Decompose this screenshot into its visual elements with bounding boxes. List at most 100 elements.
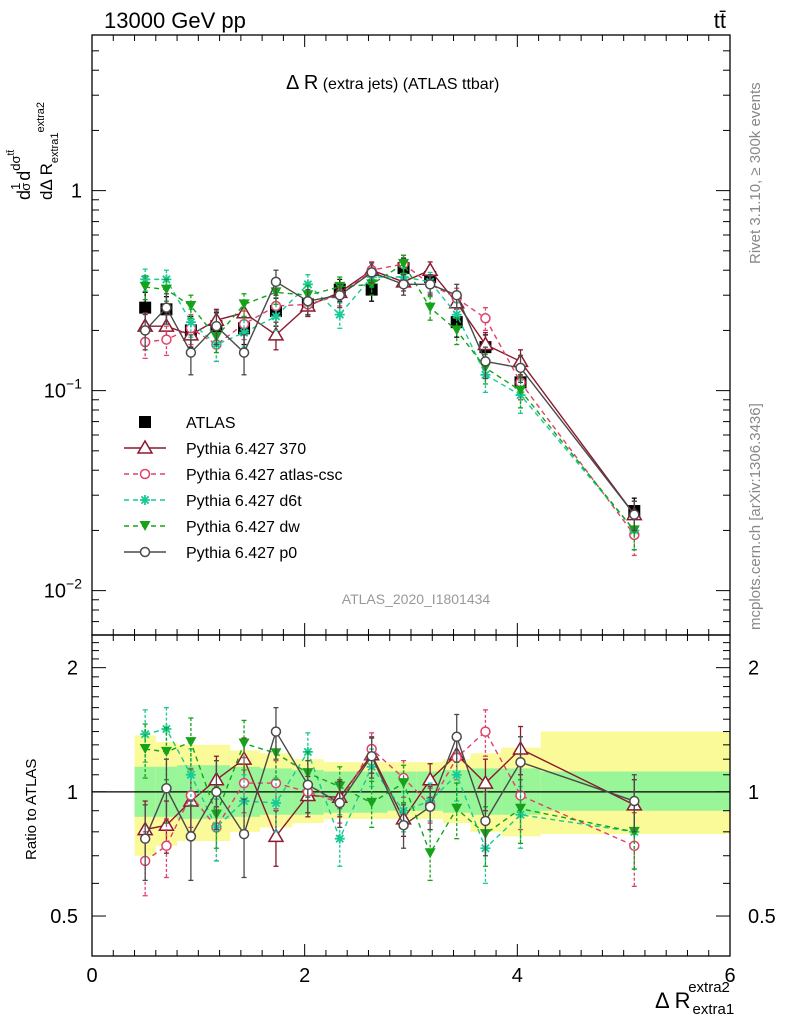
ratio-y-tick-label-right: 2 bbox=[748, 658, 759, 680]
legend-item-p370: Pythia 6.427 370 bbox=[124, 439, 306, 458]
data-point bbox=[451, 289, 462, 301]
legend-marker bbox=[140, 495, 150, 505]
series-p0 bbox=[139, 262, 640, 532]
data-point bbox=[185, 831, 197, 842]
legend-item-d6t: Pythia 6.427 d6t bbox=[124, 493, 302, 510]
data-point bbox=[515, 756, 526, 768]
y-tick-label: 10−1 bbox=[44, 376, 82, 403]
legend-label: Pythia 6.427 d6t bbox=[186, 493, 302, 510]
data-point bbox=[211, 786, 222, 798]
series-line-dw bbox=[145, 262, 635, 531]
y-tick-label: 1 bbox=[71, 181, 82, 203]
x-tick-label: 0 bbox=[86, 965, 97, 987]
data-point bbox=[451, 731, 462, 743]
data-point bbox=[161, 334, 172, 345]
series-line-d6t bbox=[145, 276, 635, 531]
data-point bbox=[424, 801, 436, 813]
ratio-y-tick-label-right: 1 bbox=[748, 782, 759, 804]
legend-item-p0: Pythia 6.427 p0 bbox=[124, 545, 297, 562]
data-point bbox=[160, 284, 172, 295]
data-point bbox=[515, 803, 527, 814]
data-point bbox=[424, 279, 436, 290]
data-point bbox=[366, 797, 378, 808]
data-point bbox=[424, 302, 436, 313]
ratio-ylabel: Ratio to ATLAS bbox=[23, 759, 40, 860]
data-point bbox=[515, 385, 527, 396]
data-point bbox=[139, 325, 151, 336]
analysis-id: ATLAS_2020_I1801434 bbox=[342, 591, 491, 607]
legend-label: Pythia 6.427 atlas-csc bbox=[186, 467, 343, 484]
series-data bbox=[139, 257, 641, 527]
ratio-y-tick-label: 0.5 bbox=[50, 906, 78, 928]
data-point bbox=[398, 778, 410, 789]
data-point bbox=[185, 769, 196, 780]
svg-text:dΔ Rextra1extra2: dΔ Rextra1extra2 bbox=[35, 102, 61, 200]
data-point bbox=[161, 302, 172, 313]
data-point bbox=[334, 309, 345, 320]
data-point bbox=[515, 362, 526, 374]
rivet-label: Rivet 3.1.10, ≥ 300k events bbox=[747, 82, 764, 264]
data-point bbox=[451, 769, 462, 780]
legend-label: Pythia 6.427 dw bbox=[186, 519, 300, 536]
series-line-atlascsc bbox=[145, 263, 635, 536]
series-p370 bbox=[136, 261, 643, 532]
data-point bbox=[161, 783, 172, 794]
data-point bbox=[450, 316, 463, 329]
legend-label: Pythia 6.427 370 bbox=[186, 441, 306, 458]
data-point bbox=[185, 317, 196, 328]
data-point bbox=[480, 313, 491, 324]
data-point bbox=[334, 289, 346, 301]
legend: ATLAS Pythia 6.427 370 Pythia 6.427 atlas-… bbox=[124, 415, 343, 562]
data-point bbox=[139, 301, 152, 314]
ratio-y-tick-label: 1 bbox=[67, 782, 78, 804]
x-tick-label: 2 bbox=[299, 965, 310, 987]
data-point bbox=[267, 326, 285, 341]
series-atlascsc bbox=[139, 254, 640, 557]
legend-label: ATLAS bbox=[186, 415, 236, 432]
data-point bbox=[267, 827, 285, 843]
data-point bbox=[185, 300, 197, 311]
data-point bbox=[161, 840, 172, 852]
main-ylabel: d1σddσtt̄ dΔ Rextra1extra2 bbox=[5, 102, 61, 200]
data-point bbox=[140, 274, 151, 285]
legend-marker bbox=[139, 416, 151, 428]
legend-item-data: ATLAS bbox=[139, 415, 236, 432]
data-point bbox=[238, 347, 250, 358]
main-title: Δ R (extra jets) (ATLAS ttbar) bbox=[286, 72, 499, 94]
data-point bbox=[238, 738, 250, 749]
data-point bbox=[139, 281, 151, 292]
data-point bbox=[629, 509, 640, 520]
data-point bbox=[302, 295, 314, 307]
data-point bbox=[160, 746, 172, 757]
data-point bbox=[185, 737, 197, 748]
data-point bbox=[629, 795, 640, 807]
data-point bbox=[334, 833, 345, 844]
legend-marker bbox=[136, 439, 154, 454]
y-tick-label: 10−2 bbox=[44, 576, 82, 603]
data-point bbox=[238, 299, 250, 310]
data-point bbox=[451, 803, 463, 814]
data-point bbox=[424, 848, 436, 859]
svg-text:d1σddσtt̄: d1σddσtt̄ bbox=[5, 149, 34, 200]
data-point bbox=[398, 258, 410, 269]
legend-label: Pythia 6.427 p0 bbox=[186, 545, 297, 562]
data-point bbox=[270, 276, 282, 288]
legend-marker bbox=[139, 468, 151, 480]
data-point bbox=[139, 833, 151, 844]
ratio-series-layer bbox=[136, 706, 643, 897]
data-point bbox=[366, 279, 378, 290]
data-point bbox=[334, 797, 346, 809]
data-point bbox=[185, 347, 197, 358]
data-point bbox=[480, 726, 491, 737]
data-point bbox=[480, 356, 491, 367]
data-point bbox=[365, 283, 378, 296]
mcplots-label: mcplots.cern.ch [arXiv:1306.3436] bbox=[747, 403, 764, 630]
legend-item-dw: Pythia 6.427 dw bbox=[124, 519, 300, 536]
data-point bbox=[366, 750, 377, 762]
data-point bbox=[477, 774, 494, 789]
x-tick-label: 6 bbox=[724, 965, 735, 987]
legend-marker bbox=[139, 521, 151, 531]
axes-layer: 0 2 4 6 10−2 10−1 1 0.5 0.5 1 1 2 2 bbox=[44, 34, 776, 987]
